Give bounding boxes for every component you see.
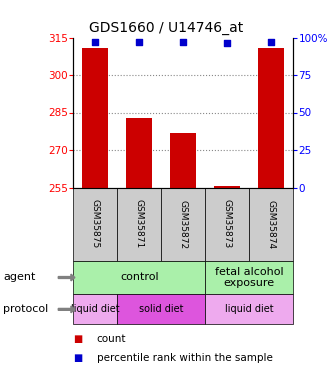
Text: count: count (97, 334, 126, 344)
Text: liquid diet: liquid diet (225, 304, 273, 314)
Bar (205, 261, 293, 294)
Bar (249, 188, 293, 261)
Bar (205, 188, 249, 261)
Text: protocol: protocol (3, 304, 49, 314)
Point (224, 40, 230, 46)
Bar (82, 48, 109, 188)
Text: GSM35871: GSM35871 (135, 200, 144, 249)
Bar (117, 294, 205, 324)
Text: control: control (120, 273, 159, 282)
Text: liquid diet: liquid diet (71, 304, 120, 314)
Bar (161, 188, 205, 261)
Bar (117, 188, 161, 261)
Text: ■: ■ (73, 334, 83, 344)
Bar (73, 294, 117, 324)
Text: GDS1660 / U14746_at: GDS1660 / U14746_at (89, 21, 244, 34)
Bar (205, 294, 293, 324)
Bar (258, 48, 284, 188)
Text: GSM35872: GSM35872 (178, 200, 188, 249)
Point (180, 39, 186, 45)
Text: agent: agent (3, 273, 36, 282)
Bar (126, 117, 153, 188)
Bar (73, 261, 205, 294)
Point (137, 39, 142, 45)
Bar (73, 188, 117, 261)
Point (268, 39, 274, 45)
Text: percentile rank within the sample: percentile rank within the sample (97, 353, 272, 363)
Text: solid diet: solid diet (139, 304, 183, 314)
Text: GSM35874: GSM35874 (266, 200, 276, 249)
Bar (170, 132, 196, 188)
Text: GSM35875: GSM35875 (91, 200, 100, 249)
Text: GSM35873: GSM35873 (222, 200, 232, 249)
Text: ■: ■ (73, 353, 83, 363)
Text: fetal alcohol
exposure: fetal alcohol exposure (215, 267, 283, 288)
Point (93, 39, 98, 45)
Bar (214, 186, 240, 188)
